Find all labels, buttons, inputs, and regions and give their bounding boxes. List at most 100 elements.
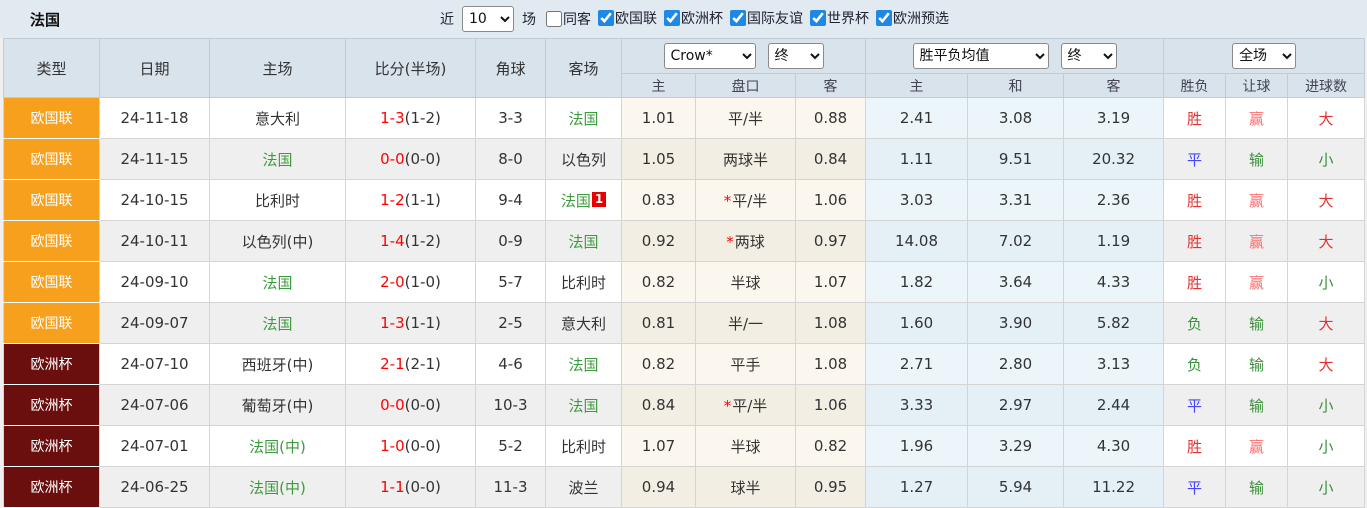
avg-away-cell: 4.33 bbox=[1063, 261, 1165, 303]
match-row: 欧洲杯 24-07-10 西班牙(中) 2-1(2-1) 4-6 法国 0.82 平手 1.08… bbox=[3, 343, 1366, 385]
halftime-score: (2-1) bbox=[404, 355, 441, 373]
handicap-cell: 两球半 bbox=[695, 138, 796, 180]
match-type-badge: 欧国联 bbox=[3, 261, 100, 303]
score-cell: 1-1(0-0) bbox=[345, 466, 476, 508]
match-table-wrap: 类型 日期 主场 比分(半场) 角球 客场 Crow* 终 bbox=[0, 38, 1367, 508]
score-cell: 0-0(0-0) bbox=[345, 138, 476, 180]
league-filters: 欧国联 欧洲杯 国际友谊 世界杯 欧洲预选 bbox=[591, 8, 949, 30]
away-team: 法国 bbox=[545, 343, 622, 385]
result-goals-cell: 小 bbox=[1287, 138, 1366, 180]
result-goals-cell: 大 bbox=[1287, 302, 1366, 344]
same-venue-checkbox[interactable] bbox=[546, 11, 562, 27]
league-filter-1[interactable]: 欧洲杯 bbox=[664, 8, 723, 28]
result-scope-select[interactable]: 全场 bbox=[1232, 43, 1297, 69]
result-goals-cell: 小 bbox=[1287, 384, 1366, 426]
away-team-name: 比利时 bbox=[560, 273, 606, 292]
match-row: 欧国联 24-11-15 法国 0-0(0-0) 8-0 以色列 1.05 两球半 0.84 1.… bbox=[3, 138, 1366, 180]
same-venue-filter[interactable]: 同客 bbox=[546, 9, 591, 29]
recent-count-select[interactable]: 10 bbox=[462, 6, 514, 32]
league-filter-checkbox[interactable] bbox=[730, 10, 746, 26]
handicap-star: * bbox=[723, 191, 732, 210]
avg-draw-cell: 3.31 bbox=[967, 179, 1065, 221]
result-handicap-cell: 输 bbox=[1225, 138, 1289, 180]
match-row: 欧洲杯 24-06-25 法国(中) 1-1(0-0) 11-3 波兰 0.94 球半 0.95… bbox=[3, 466, 1366, 508]
result-outcome-cell: 平 bbox=[1163, 466, 1227, 508]
away-team-name: 法国 bbox=[560, 191, 591, 210]
league-filter-4[interactable]: 欧洲预选 bbox=[876, 8, 949, 28]
handicap-cell: 球半 bbox=[695, 466, 796, 508]
league-filter-checkbox[interactable] bbox=[810, 10, 826, 26]
handicap-cell: *两球 bbox=[695, 220, 796, 262]
odds-home-cell: 0.84 bbox=[621, 384, 696, 426]
avg-draw-cell: 5.94 bbox=[967, 466, 1065, 508]
home-team-name: 以色列(中) bbox=[241, 232, 314, 251]
match-date: 24-07-01 bbox=[99, 425, 210, 467]
league-filter-checkbox[interactable] bbox=[664, 10, 680, 26]
avg-home-cell: 2.71 bbox=[865, 343, 969, 385]
match-type-badge: 欧洲杯 bbox=[3, 343, 100, 385]
odds-company-select[interactable]: Crow* bbox=[663, 43, 756, 69]
home-team: 法国 bbox=[209, 261, 346, 303]
subcol-odds-home: 主 bbox=[621, 73, 696, 98]
score-cell: 2-1(2-1) bbox=[345, 343, 476, 385]
league-filter-checkbox[interactable] bbox=[598, 10, 614, 26]
handicap-cell: 半球 bbox=[695, 261, 796, 303]
fulltime-score: 1-4 bbox=[380, 232, 405, 250]
result-group-header: 全场 bbox=[1163, 38, 1366, 74]
avg-away-cell: 3.13 bbox=[1063, 343, 1165, 385]
avg-home-cell: 3.33 bbox=[865, 384, 969, 426]
halftime-score: (0-0) bbox=[404, 150, 441, 168]
home-team: 葡萄牙(中) bbox=[209, 384, 346, 426]
odds-home-cell: 1.01 bbox=[621, 97, 696, 139]
odds-home-cell: 1.07 bbox=[621, 425, 696, 467]
match-date: 24-09-07 bbox=[99, 302, 210, 344]
away-team: 意大利 bbox=[545, 302, 622, 344]
odds-away-cell: 1.08 bbox=[794, 343, 867, 385]
avg-home-cell: 1.82 bbox=[865, 261, 969, 303]
result-goals-cell: 小 bbox=[1287, 261, 1366, 303]
league-filter-3[interactable]: 世界杯 bbox=[810, 8, 869, 28]
col-header-away: 客场 bbox=[545, 38, 622, 98]
subcol-outcome: 胜负 bbox=[1163, 73, 1227, 98]
match-date: 24-11-15 bbox=[99, 138, 210, 180]
score-cell: 1-3(1-2) bbox=[345, 97, 476, 139]
avg-draw-cell: 9.51 bbox=[967, 138, 1065, 180]
avg-home-cell: 1.27 bbox=[865, 466, 969, 508]
league-filter-label: 世界杯 bbox=[827, 11, 869, 27]
match-row: 欧洲杯 24-07-01 法国(中) 1-0(0-0) 5-2 比利时 1.07 半球 0.82… bbox=[3, 425, 1366, 467]
away-team: 法国 1 bbox=[545, 179, 622, 221]
away-team-name: 法国 bbox=[568, 109, 599, 128]
away-team: 法国 bbox=[545, 384, 622, 426]
corners-cell: 8-0 bbox=[475, 138, 546, 180]
league-filter-0[interactable]: 欧国联 bbox=[598, 8, 657, 28]
result-goals-cell: 大 bbox=[1287, 97, 1366, 139]
odds-away-cell: 1.06 bbox=[794, 384, 867, 426]
result-goals-cell: 小 bbox=[1287, 425, 1366, 467]
result-outcome-cell: 胜 bbox=[1163, 261, 1227, 303]
result-outcome-cell: 平 bbox=[1163, 138, 1227, 180]
league-filter-2[interactable]: 国际友谊 bbox=[730, 8, 803, 28]
league-filter-checkbox[interactable] bbox=[876, 10, 892, 26]
result-handicap-cell: 赢 bbox=[1225, 425, 1289, 467]
odds-time-select[interactable]: 终 bbox=[767, 43, 824, 69]
odds-home-cell: 0.82 bbox=[621, 261, 696, 303]
odds-home-cell: 0.83 bbox=[621, 179, 696, 221]
corners-cell: 5-2 bbox=[475, 425, 546, 467]
halftime-score: (0-0) bbox=[404, 437, 441, 455]
home-team-name: 法国 bbox=[262, 314, 293, 333]
corners-cell: 11-3 bbox=[475, 466, 546, 508]
avg-type-select[interactable]: 胜平负均值 bbox=[912, 43, 1049, 69]
avg-time-select[interactable]: 终 bbox=[1060, 43, 1117, 69]
match-type-badge: 欧国联 bbox=[3, 302, 100, 344]
matches-label: 场 bbox=[522, 12, 536, 28]
avg-away-cell: 3.19 bbox=[1063, 97, 1165, 139]
result-handicap-cell: 赢 bbox=[1225, 97, 1289, 139]
home-team: 法国(中) bbox=[209, 466, 346, 508]
handicap-star: * bbox=[723, 396, 732, 415]
result-outcome-cell: 平 bbox=[1163, 384, 1227, 426]
away-team-name: 法国 bbox=[568, 396, 599, 415]
corners-cell: 9-4 bbox=[475, 179, 546, 221]
avg-away-cell: 1.19 bbox=[1063, 220, 1165, 262]
odds-home-cell: 0.92 bbox=[621, 220, 696, 262]
home-team-name: 西班牙(中) bbox=[241, 355, 314, 374]
